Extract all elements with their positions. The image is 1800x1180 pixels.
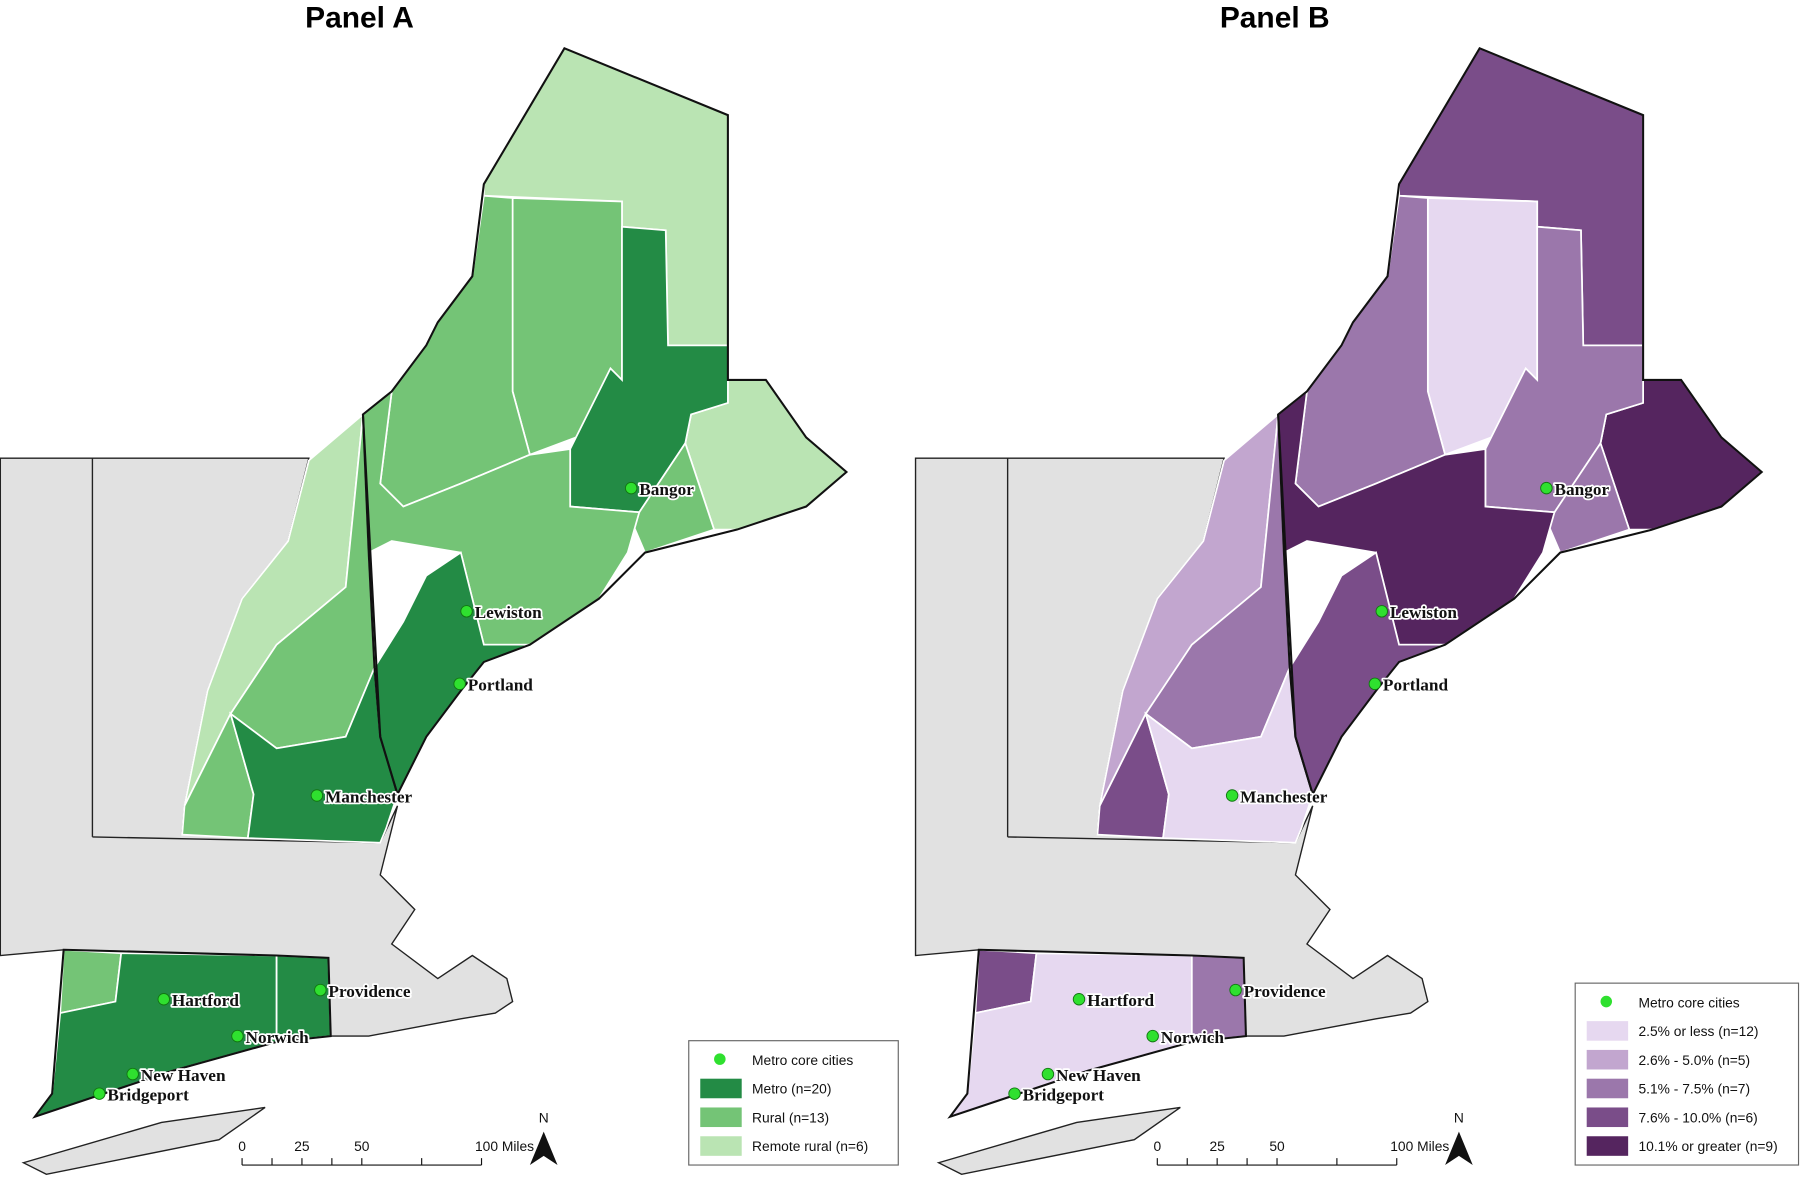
city-label: Providence bbox=[328, 982, 410, 1001]
long-island bbox=[21, 1106, 266, 1175]
city-dot bbox=[126, 1067, 139, 1081]
city-label: Bangor bbox=[639, 480, 694, 499]
legend-swatch bbox=[700, 1078, 742, 1099]
legend-swatch bbox=[700, 1136, 742, 1156]
legend-label: Metro (n=20) bbox=[752, 1081, 831, 1097]
panel: Panel A Bangor Lewiston Portland Manchester H… bbox=[0, 2, 899, 1175]
city-dot bbox=[231, 1029, 244, 1043]
county-hancock bbox=[626, 441, 716, 554]
north-arrow bbox=[1445, 1131, 1473, 1166]
city-label: Lewiston bbox=[1390, 603, 1457, 622]
maine-outline bbox=[1277, 47, 1764, 798]
panel-title: Panel B bbox=[1220, 2, 1330, 35]
city-dot bbox=[314, 983, 327, 997]
legend-label: 5.1% - 7.5% (n=7) bbox=[1639, 1081, 1751, 1097]
city-label: Hartford bbox=[172, 991, 239, 1010]
city-label: Manchester bbox=[325, 787, 413, 806]
legend-label: 10.1% or greater (n=9) bbox=[1639, 1138, 1778, 1154]
legend-label: 7.6% - 10.0% (n=6) bbox=[1639, 1109, 1758, 1125]
scale-label: 0 bbox=[238, 1138, 246, 1154]
city-label: Portland bbox=[1383, 676, 1449, 695]
scale-label: 25 bbox=[294, 1138, 310, 1154]
city-dot bbox=[1540, 481, 1553, 495]
legend-label: Metro core cities bbox=[752, 1052, 853, 1068]
county-somerset bbox=[379, 194, 531, 508]
legend-swatch bbox=[1586, 1078, 1629, 1099]
city-dot bbox=[453, 677, 466, 691]
city-label: Bangor bbox=[1554, 480, 1609, 499]
city-label: New Haven bbox=[141, 1066, 226, 1085]
legend-swatch bbox=[1586, 1021, 1629, 1041]
city-label: Lewiston bbox=[475, 603, 542, 622]
city-dot bbox=[1375, 605, 1389, 618]
scale-label: 0 bbox=[1153, 1138, 1161, 1154]
city-dot bbox=[1229, 983, 1242, 997]
city-dot bbox=[93, 1087, 106, 1100]
legend-box bbox=[1574, 982, 1800, 1166]
city-dot bbox=[1368, 677, 1382, 691]
county-hancock bbox=[1541, 441, 1631, 554]
panel-title: Panel A bbox=[305, 2, 414, 35]
city-label: Bridgeport bbox=[1023, 1086, 1105, 1105]
city-dot bbox=[1146, 1029, 1159, 1043]
legend-dot bbox=[1600, 995, 1613, 1008]
legend-label: Metro core cities bbox=[1639, 994, 1740, 1010]
north-label: N bbox=[1454, 1109, 1464, 1125]
legend-label: Remote rural (n=6) bbox=[752, 1138, 868, 1154]
legend-label: Rural (n=13) bbox=[752, 1109, 829, 1125]
city-label: New Haven bbox=[1056, 1066, 1141, 1085]
city-label: Bridgeport bbox=[107, 1086, 189, 1105]
scale-label: 25 bbox=[1209, 1138, 1225, 1154]
legend-label: 2.6% - 5.0% (n=5) bbox=[1639, 1052, 1751, 1068]
legend-swatch bbox=[1586, 1049, 1629, 1070]
long-island bbox=[936, 1106, 1181, 1175]
legend-swatch bbox=[1586, 1136, 1629, 1156]
legend-swatch bbox=[700, 1107, 742, 1128]
legend-dot bbox=[714, 1053, 726, 1065]
north-arrow bbox=[529, 1131, 558, 1166]
city-label: Hartford bbox=[1087, 991, 1154, 1010]
scale-label: 100 Miles bbox=[475, 1138, 534, 1154]
city-dot bbox=[1041, 1067, 1055, 1081]
city-label: Providence bbox=[1244, 982, 1326, 1001]
city-dot bbox=[1072, 993, 1086, 1006]
ct-ri-outline bbox=[32, 948, 332, 1119]
city-dot bbox=[624, 481, 638, 495]
north-label: N bbox=[539, 1109, 549, 1125]
legend-swatch bbox=[1586, 1107, 1629, 1128]
city-label: Manchester bbox=[1240, 787, 1328, 806]
city-label: Norwich bbox=[246, 1028, 310, 1047]
scale-label: 50 bbox=[1269, 1138, 1285, 1154]
city-dot bbox=[1008, 1087, 1021, 1100]
maine-outline bbox=[361, 47, 849, 798]
scale-label: 100 Miles bbox=[1390, 1138, 1449, 1154]
city-dot bbox=[1225, 789, 1239, 802]
city-label: Norwich bbox=[1161, 1028, 1225, 1047]
scale-label: 50 bbox=[354, 1138, 370, 1154]
panel: Panel B Bangor Lewiston Portland Manchester H… bbox=[914, 2, 1800, 1175]
city-dot bbox=[157, 993, 171, 1006]
ct-ri-outline bbox=[947, 948, 1248, 1119]
city-dot bbox=[310, 789, 324, 802]
city-label: Portland bbox=[468, 676, 534, 695]
legend-label: 2.5% or less (n=12) bbox=[1639, 1023, 1759, 1039]
city-dot bbox=[460, 605, 473, 618]
county-somerset bbox=[1294, 194, 1447, 508]
